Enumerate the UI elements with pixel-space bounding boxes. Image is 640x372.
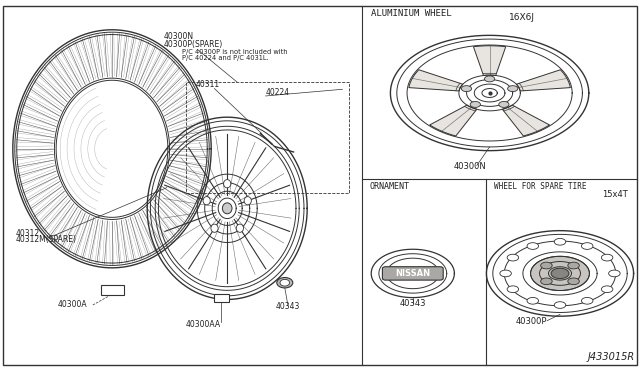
Text: 16X6J: 16X6J [509, 13, 535, 22]
Circle shape [499, 102, 509, 108]
Text: 40343: 40343 [275, 302, 300, 311]
Circle shape [461, 86, 472, 92]
Polygon shape [502, 105, 550, 136]
Text: WHEEL FOR SPARE TIRE: WHEEL FOR SPARE TIRE [494, 182, 587, 191]
Text: 40300P: 40300P [515, 317, 547, 326]
Circle shape [554, 238, 566, 245]
Polygon shape [429, 105, 477, 136]
Circle shape [527, 298, 538, 304]
Circle shape [554, 302, 566, 308]
Circle shape [602, 254, 613, 261]
Circle shape [484, 76, 495, 82]
Text: J433015R: J433015R [588, 352, 635, 362]
Text: 40312M(SPARE): 40312M(SPARE) [16, 235, 77, 244]
Circle shape [568, 278, 579, 285]
Circle shape [508, 86, 518, 92]
Text: 40300A: 40300A [58, 300, 87, 309]
Circle shape [507, 254, 518, 261]
Circle shape [531, 256, 589, 291]
Circle shape [551, 268, 569, 279]
Polygon shape [409, 70, 463, 91]
Text: 40311: 40311 [195, 80, 220, 89]
FancyBboxPatch shape [383, 267, 443, 280]
Text: 15x4T: 15x4T [602, 190, 627, 199]
Text: ORNAMENT: ORNAMENT [369, 182, 410, 191]
Text: NISSAN: NISSAN [396, 269, 430, 278]
Circle shape [500, 270, 511, 277]
Text: 40224: 40224 [266, 88, 290, 97]
Circle shape [470, 102, 481, 108]
Text: 40300N: 40300N [163, 32, 193, 41]
Text: P/C 40300P is not included with: P/C 40300P is not included with [182, 49, 288, 55]
Circle shape [568, 262, 579, 269]
Circle shape [609, 270, 620, 277]
Text: 40343: 40343 [399, 299, 426, 308]
Text: ALUMINIUM WHEEL: ALUMINIUM WHEEL [371, 9, 452, 18]
Circle shape [541, 262, 552, 269]
Text: 40300P(SPARE): 40300P(SPARE) [163, 39, 223, 48]
Text: 40300N: 40300N [454, 162, 487, 171]
Circle shape [527, 243, 538, 249]
Ellipse shape [277, 278, 293, 288]
Ellipse shape [211, 224, 218, 232]
Text: P/C 40224 and P/C 4031L.: P/C 40224 and P/C 4031L. [182, 55, 269, 61]
Polygon shape [516, 70, 570, 91]
Circle shape [507, 286, 518, 292]
Ellipse shape [223, 203, 232, 214]
Ellipse shape [244, 197, 252, 205]
Text: 40300AA: 40300AA [186, 320, 221, 329]
Polygon shape [474, 46, 506, 76]
Circle shape [602, 286, 613, 292]
FancyBboxPatch shape [101, 285, 124, 295]
Ellipse shape [223, 180, 231, 188]
Ellipse shape [280, 279, 290, 286]
Ellipse shape [203, 197, 211, 205]
Circle shape [582, 298, 593, 304]
Ellipse shape [236, 224, 243, 232]
Circle shape [541, 278, 552, 285]
FancyBboxPatch shape [214, 294, 229, 302]
Text: 40312: 40312 [16, 229, 40, 238]
Circle shape [582, 243, 593, 249]
